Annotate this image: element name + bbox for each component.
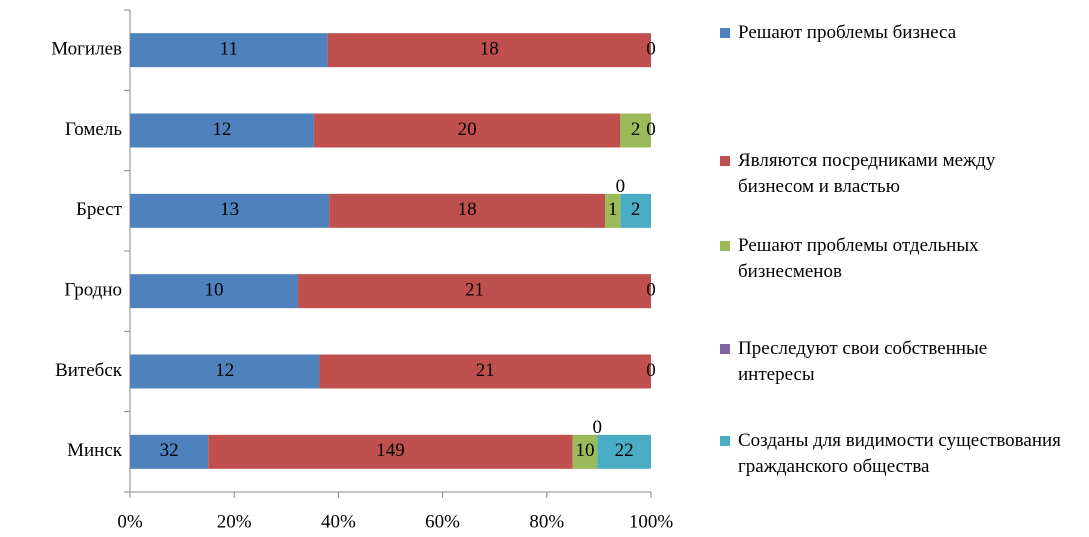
bar-segment: [130, 354, 320, 389]
data-label: 2: [631, 119, 641, 140]
data-label: 18: [480, 39, 499, 60]
legend-item: Являются посредниками между бизнесом и в…: [720, 148, 1080, 200]
bar-segment: [572, 434, 598, 469]
data-label: 12: [215, 360, 234, 381]
legend-item: Решают проблемы отдельных бизнесменов: [720, 233, 1080, 285]
x-tick-label: 60%: [425, 511, 460, 532]
data-label: 1: [608, 199, 618, 220]
bar-segment: [130, 274, 299, 309]
y-tick-label: Гродно: [64, 280, 122, 301]
legend-item: Созданы для видимости существования граж…: [720, 428, 1080, 480]
x-tick-label: 100%: [629, 511, 674, 532]
bar-segment: [329, 193, 606, 228]
legend-label: Являются посредниками между бизнесом и в…: [738, 150, 996, 197]
y-tick-label: Гомель: [65, 119, 122, 140]
legend-swatch: [720, 156, 730, 166]
bar-segment: [313, 113, 621, 148]
data-label: 32: [160, 440, 179, 461]
data-label: 149: [376, 440, 405, 461]
chart: 0% 20% 40% 60% 80% 100%Минск 32 149 10022Витебск…: [51, 9, 674, 532]
legend-label: Решают проблемы бизнеса: [738, 22, 957, 43]
data-label: 0: [646, 360, 656, 381]
data-label: 10: [575, 440, 594, 461]
data-label: 10: [205, 280, 224, 301]
bar-segment: [620, 113, 651, 148]
legend-item: Преследуют свои собственные интересы: [720, 336, 1080, 388]
data-label: 21: [476, 360, 495, 381]
data-label: 20: [458, 119, 477, 140]
data-label: 0: [646, 119, 656, 140]
y-tick-label: Могилев: [51, 39, 122, 60]
bar-segment: [327, 33, 651, 68]
bar-segment: [605, 193, 621, 228]
data-label: 18: [458, 199, 477, 220]
data-label: 0: [646, 39, 656, 60]
data-label: 0: [616, 176, 626, 197]
bar-segment: [597, 434, 651, 469]
data-label: 13: [220, 199, 239, 220]
x-tick-label: 40%: [321, 511, 356, 532]
x-tick-label: 20%: [217, 511, 252, 532]
data-label: 22: [615, 440, 634, 461]
legend-label: Созданы для видимости существования граж…: [738, 430, 1061, 477]
x-tick-label: 0%: [117, 511, 143, 532]
legend-item: Решают проблемы бизнеса: [720, 20, 1080, 46]
y-tick-label: Витебск: [55, 360, 123, 381]
y-tick-label: Брест: [76, 199, 123, 220]
legend-swatch: [720, 28, 730, 38]
bar-segment: [130, 33, 328, 68]
data-label: 0: [646, 280, 656, 301]
legend-swatch: [720, 344, 730, 354]
data-label: 21: [465, 280, 484, 301]
legend-label: Решают проблемы отдельных бизнесменов: [738, 235, 979, 282]
data-label: 11: [220, 39, 238, 60]
legend-label: Преследуют свои собственные интересы: [738, 338, 988, 385]
bar-segment: [208, 434, 573, 469]
legend-swatch: [720, 241, 730, 251]
y-tick-label: Минск: [67, 440, 123, 461]
bar-segment: [130, 113, 314, 148]
bar-segment: [130, 434, 209, 469]
bar-segment: [620, 193, 651, 228]
data-label: 2: [631, 199, 641, 220]
bar-segment: [298, 274, 651, 309]
bar-segment: [130, 193, 330, 228]
bar-segment: [319, 354, 651, 389]
legend-swatch: [720, 436, 730, 446]
x-tick-label: 80%: [529, 511, 564, 532]
data-label: 0: [592, 417, 602, 438]
data-label: 12: [212, 119, 231, 140]
